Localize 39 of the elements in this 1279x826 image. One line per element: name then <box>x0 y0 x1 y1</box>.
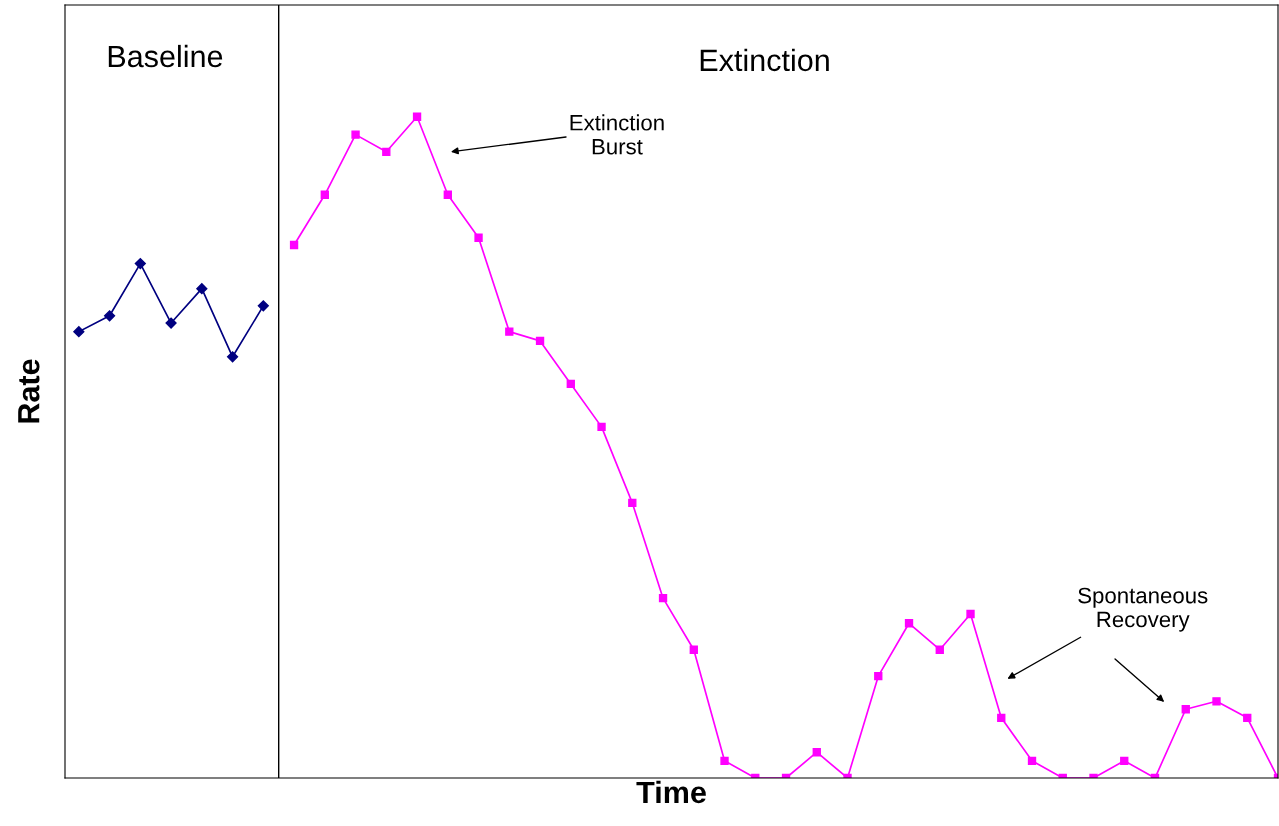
x-axis-title: Time <box>636 780 706 804</box>
text: Baseline <box>108 44 223 68</box>
point <box>628 498 637 508</box>
point <box>412 112 422 121</box>
point <box>720 756 729 765</box>
point <box>351 130 360 139</box>
point <box>689 645 698 654</box>
point <box>1212 697 1221 706</box>
point <box>658 593 668 603</box>
point <box>904 619 914 628</box>
point <box>196 283 208 295</box>
point <box>1181 705 1190 714</box>
text: Extinction <box>700 48 829 72</box>
point <box>165 317 177 329</box>
point <box>1243 713 1252 722</box>
point <box>257 300 269 312</box>
point <box>134 257 146 270</box>
point <box>874 672 883 681</box>
annotation: Extinction Burst <box>570 114 664 155</box>
point <box>812 748 821 757</box>
point <box>73 326 85 338</box>
point <box>1027 756 1037 765</box>
point <box>566 379 575 389</box>
point <box>1120 756 1129 765</box>
point <box>966 609 975 619</box>
point <box>535 336 545 346</box>
point <box>935 645 944 654</box>
point <box>597 422 606 432</box>
y-axis-title: Rate <box>18 359 40 423</box>
point <box>226 351 239 363</box>
point <box>289 240 299 250</box>
point <box>320 190 329 199</box>
point <box>474 233 483 242</box>
point <box>443 190 452 199</box>
annotation: Spontaneous Recovery <box>1078 587 1208 632</box>
point <box>505 327 514 336</box>
point <box>103 310 116 322</box>
point <box>382 147 391 156</box>
point <box>997 713 1006 722</box>
